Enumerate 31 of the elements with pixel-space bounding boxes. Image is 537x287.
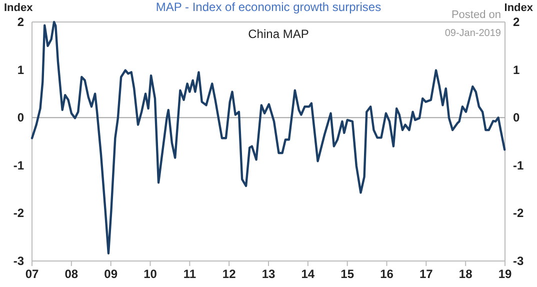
x-tick-label: 09 (104, 267, 118, 281)
y-tick-label: -3 (13, 254, 24, 268)
text: Posted on (451, 9, 501, 21)
x-tick-label: 12 (222, 267, 236, 281)
x-tick-label: 14 (301, 267, 315, 281)
x-tick-label: 19 (498, 267, 512, 281)
x-tick-label: 16 (380, 267, 394, 281)
y-tick-label: -1 (13, 158, 24, 172)
x-tick-label: 11 (183, 267, 196, 281)
y2-tick-label: 1 (513, 62, 520, 77)
y2-axis-title: Index (504, 2, 534, 14)
y2-tick-label: -3 (513, 254, 524, 268)
annotation: 09-Jan-2019 (444, 28, 502, 39)
x-tick-label: 18 (458, 267, 473, 281)
y-axis-title: Index (4, 2, 34, 14)
annotation: China MAP (248, 27, 309, 41)
y-tick-label: 0 (17, 110, 24, 125)
x-tick-label: 17 (419, 267, 434, 281)
x-tick-label: 10 (144, 267, 158, 281)
y-tick-label: -2 (13, 206, 24, 220)
y2-tick-label: 2 (513, 15, 520, 29)
x-tick-label: 08 (64, 267, 78, 281)
x-tick-label: 07 (25, 267, 39, 281)
y-tick-label: 1 (17, 62, 24, 77)
x-tick-label: 15 (340, 267, 354, 281)
x-tick-label: 13 (262, 267, 276, 281)
y2-tick-label: 0 (513, 110, 520, 125)
y2-tick-label: -2 (513, 206, 524, 220)
y-tick-label: 2 (17, 15, 24, 29)
y2-tick-label: -1 (513, 158, 524, 172)
chart-title: MAP - Index of economic growth surprises (156, 0, 382, 14)
